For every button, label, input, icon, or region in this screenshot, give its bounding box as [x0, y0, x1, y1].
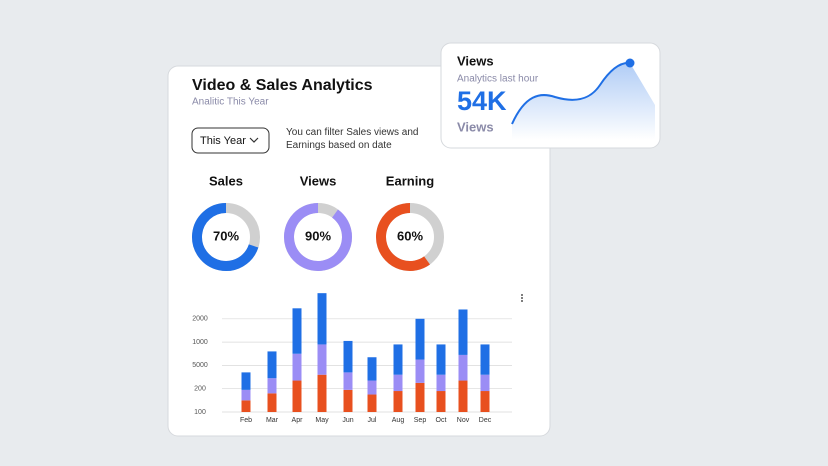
x-tick-label: Nov — [457, 417, 470, 424]
y-tick-label: 2000 — [192, 316, 208, 323]
card-title: Views — [457, 53, 494, 68]
bar-segment — [343, 389, 353, 412]
bar-segment — [317, 344, 327, 375]
sparkline — [511, 61, 631, 125]
donut-title: Earning — [386, 173, 434, 188]
x-tick-label: Sep — [414, 417, 427, 424]
bar-segment — [480, 374, 490, 392]
bar-segment — [393, 374, 403, 392]
card-subtitle: Analytics last hour — [457, 74, 539, 85]
bar-segment — [458, 309, 468, 355]
x-tick-label: Jun — [342, 417, 353, 424]
donut-title: Sales — [209, 173, 243, 188]
bar-segment — [367, 357, 377, 381]
main-card — [167, 65, 551, 437]
bar-segment — [480, 344, 490, 375]
bar-segment — [317, 293, 327, 345]
donut-label: 60% — [397, 228, 423, 243]
y-tick-label: 5000 — [192, 362, 208, 369]
charts: Sales 70% Views 90% Earning 60% 100 200 5000 1000… — [192, 173, 512, 424]
y-tick-label: 200 — [194, 386, 206, 393]
dropdown-box[interactable] — [191, 127, 270, 154]
donut-label: 70% — [213, 228, 239, 243]
dot[interactable] — [521, 300, 523, 302]
bar-segment — [415, 382, 425, 412]
bar-segment — [480, 391, 490, 412]
x-tick-label: Oct — [436, 417, 447, 424]
donut-arc — [284, 203, 352, 271]
bar-segment — [436, 374, 446, 392]
filter-dropdown[interactable]: This Year — [191, 127, 270, 154]
dot[interactable] — [521, 297, 523, 299]
bar-segment — [317, 374, 327, 412]
bar-segment — [415, 359, 425, 383]
bar-segment — [436, 391, 446, 412]
bar-segment — [292, 308, 302, 354]
bar-segment — [458, 354, 468, 381]
bar-segment — [267, 351, 277, 379]
x-tick-label: Apr — [292, 417, 304, 424]
bar-segment — [267, 378, 277, 394]
bar-segment — [458, 380, 468, 412]
bar-segment — [393, 344, 403, 375]
bar-segment — [367, 394, 377, 412]
bar-segment — [241, 372, 251, 390]
kebab-menu[interactable] — [521, 294, 523, 302]
x-tick-label: Dec — [479, 417, 492, 424]
donut-arc — [376, 203, 430, 271]
chevron[interactable] — [249, 137, 259, 143]
x-tick-label: Jul — [368, 417, 377, 424]
title: Video & Sales Analytics — [192, 77, 373, 94]
bar-segment — [393, 391, 403, 412]
bar-segment — [343, 340, 353, 373]
y-tick-label: 100 — [194, 409, 206, 416]
views-card: Views Analytics last hour 54K Views — [440, 42, 661, 149]
bar-segment — [415, 318, 425, 360]
x-tick-label: Feb — [240, 417, 252, 424]
sparkline-dot — [625, 58, 635, 68]
dropdown-label[interactable]: This Year — [200, 135, 246, 147]
y-tick-label: 1000 — [192, 339, 208, 346]
bar-segment — [367, 380, 377, 395]
bar-segment — [292, 380, 302, 412]
donut-arc — [192, 203, 259, 271]
filter-hint: You can filter Sales views and Earnings … — [286, 127, 419, 151]
bar-segment — [241, 389, 251, 401]
donut-label: 90% — [305, 228, 331, 243]
x-tick-label: May — [315, 417, 329, 424]
bar-segment — [436, 344, 446, 375]
bar-segment — [267, 393, 277, 412]
x-tick-label: Mar — [266, 417, 279, 424]
card-caption: Views — [457, 119, 494, 134]
bar-segment — [292, 353, 302, 381]
bar-segment — [241, 400, 251, 412]
sparkline-area — [512, 62, 655, 140]
donut-title: Views — [300, 173, 337, 188]
x-tick-label: Aug — [392, 417, 405, 424]
bar-segment — [343, 372, 353, 390]
subtitle: Analitic This Year — [192, 97, 269, 108]
dot[interactable] — [521, 294, 523, 296]
card-value: 54K — [457, 86, 507, 116]
